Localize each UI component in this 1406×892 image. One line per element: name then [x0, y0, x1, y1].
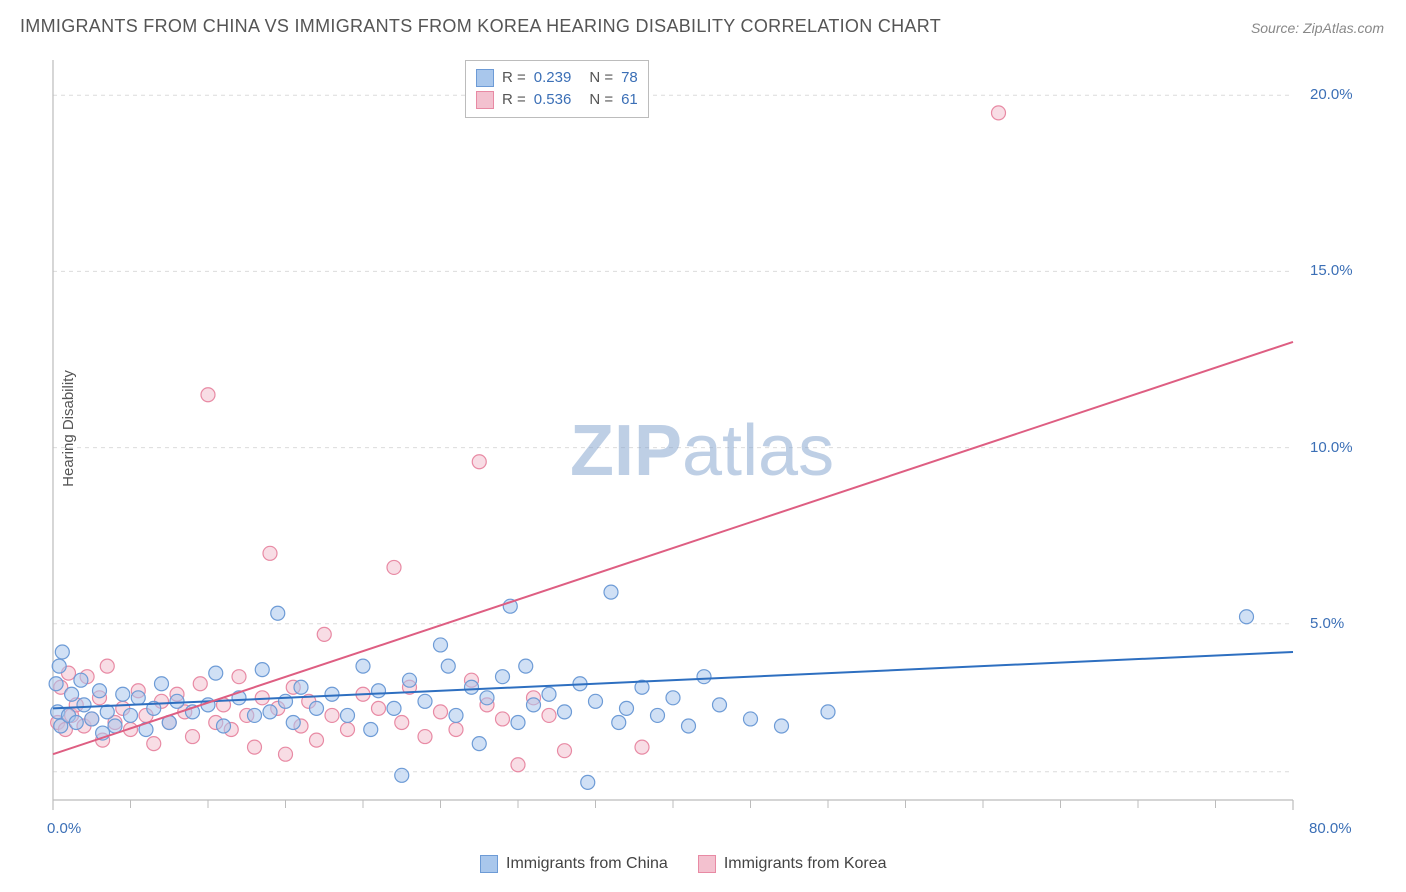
- legend-swatch: [698, 855, 716, 873]
- series-swatch: [476, 69, 494, 87]
- r-label: R =: [502, 67, 526, 89]
- x-tick: 80.0%: [1309, 820, 1352, 837]
- legend-label: Immigrants from China: [506, 855, 668, 873]
- y-tick: 10.0%: [1310, 439, 1353, 456]
- n-label: N =: [589, 89, 613, 111]
- legend-item: Immigrants from Korea: [698, 855, 887, 873]
- legend-label: Immigrants from Korea: [724, 855, 887, 873]
- n-label: N =: [589, 67, 613, 89]
- stats-row: R = 0.536 N = 61: [476, 89, 638, 111]
- legend-item: Immigrants from China: [480, 855, 668, 873]
- legend-swatch: [480, 855, 498, 873]
- x-tick: 0.0%: [47, 820, 81, 837]
- n-value: 78: [621, 67, 638, 89]
- chart-canvas: [48, 55, 1298, 825]
- stats-legend: R = 0.239 N = 78 R = 0.536 N = 61: [465, 60, 649, 118]
- series-swatch: [476, 91, 494, 109]
- chart-title: IMMIGRANTS FROM CHINA VS IMMIGRANTS FROM…: [20, 16, 941, 37]
- y-tick: 5.0%: [1310, 615, 1344, 632]
- n-value: 61: [621, 89, 638, 111]
- r-value: 0.536: [534, 89, 572, 111]
- scatter-chart: [48, 55, 1298, 825]
- r-label: R =: [502, 89, 526, 111]
- y-tick: 15.0%: [1310, 262, 1353, 279]
- stats-row: R = 0.239 N = 78: [476, 67, 638, 89]
- r-value: 0.239: [534, 67, 572, 89]
- series-legend: Immigrants from China Immigrants from Kor…: [480, 855, 887, 873]
- y-tick: 20.0%: [1310, 86, 1353, 103]
- source-attribution: Source: ZipAtlas.com: [1251, 20, 1384, 36]
